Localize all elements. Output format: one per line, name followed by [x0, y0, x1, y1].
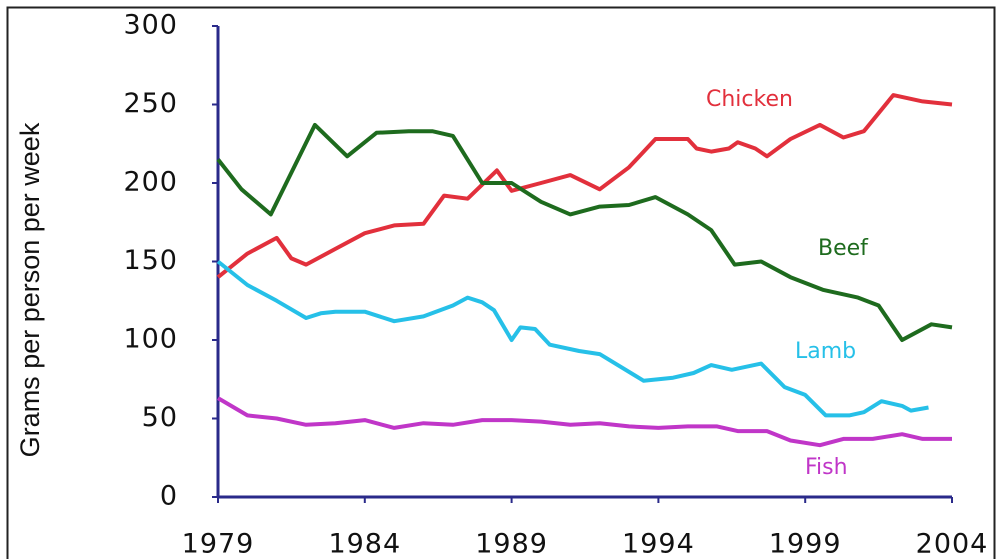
x-tick-label: 2004: [916, 529, 989, 559]
series-label: Chicken: [706, 87, 793, 112]
y-tick-label: 200: [123, 167, 178, 198]
series-line: [216, 122, 953, 342]
x-tick-label: 1994: [622, 529, 695, 559]
series-label: Fish: [805, 455, 848, 480]
series-label: Beef: [818, 236, 869, 261]
y-axis-label: Grams per person per week: [15, 122, 45, 457]
series-line: [216, 396, 952, 448]
y-tick-label: 0: [160, 481, 178, 512]
series-line: [216, 93, 953, 279]
y-tick-label: 150: [123, 245, 178, 276]
series-label: Lamb: [795, 339, 856, 364]
y-tick-label: 50: [142, 402, 178, 433]
frame: [6, 6, 996, 559]
x-tick-label: 1984: [328, 529, 401, 559]
x-tick-label: 1979: [182, 529, 255, 559]
y-tick-label: 100: [123, 324, 178, 355]
x-tick-label: 1989: [475, 529, 548, 559]
y-tick-label: 250: [123, 88, 178, 119]
series-line: [216, 259, 929, 418]
x-tick-label: 1999: [769, 529, 842, 559]
y-tick-label: 300: [123, 10, 178, 41]
